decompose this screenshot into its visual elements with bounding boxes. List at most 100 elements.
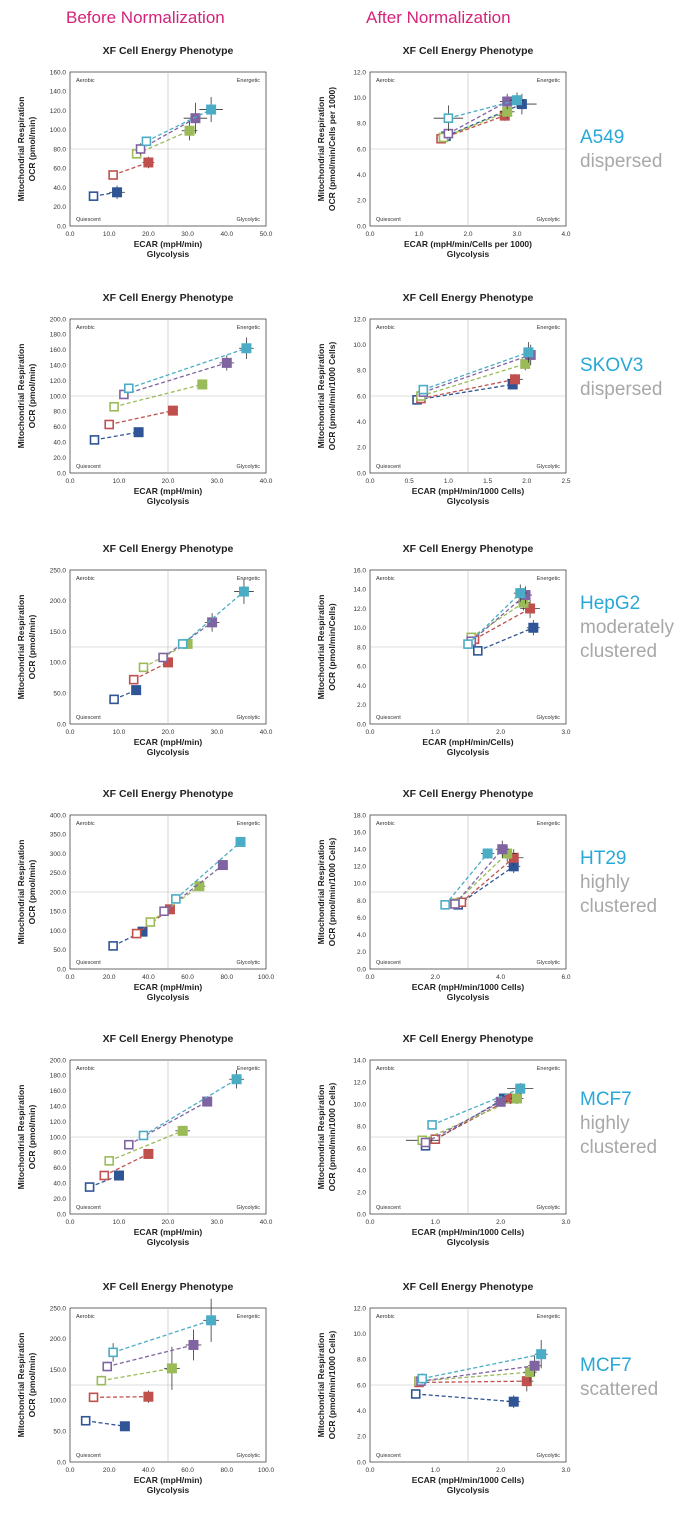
- y-tick-label: 40.0: [53, 1181, 66, 1188]
- y-tick-label: 2.0: [357, 445, 366, 452]
- baseline-point: [119, 389, 129, 400]
- stressed-point: [202, 1096, 213, 1107]
- quadrant-label-quiescent: Quiescent: [376, 464, 401, 470]
- y-axis-label: Mitochondrial Respiration: [16, 97, 26, 202]
- y-tick-label: 10.0: [353, 342, 366, 349]
- baseline-point: [440, 900, 450, 910]
- cell-line-name: SKOV3: [580, 355, 644, 376]
- data-series: [418, 344, 536, 397]
- y-tick-label: 100.0: [50, 1398, 67, 1405]
- y-tick-label: 10.0: [353, 881, 366, 888]
- y-axis-label: Mitochondrial Respiration: [16, 344, 26, 449]
- quadrant-label-glycolytic: Glycolytic: [236, 1453, 260, 1459]
- stressed-point: [190, 113, 201, 124]
- stressed-point: [177, 1125, 188, 1136]
- y-tick-label: 200.0: [50, 598, 67, 605]
- series-connector: [112, 161, 149, 176]
- x-tick-label: 100.0: [258, 1467, 275, 1474]
- data-series: [104, 405, 178, 430]
- quadrant-label-energetic: Energetic: [237, 1314, 260, 1320]
- chart-title: XF Cell Energy Phenotype: [103, 1033, 234, 1045]
- y-axis-label: Mitochondrial Respiration: [316, 1085, 326, 1190]
- chart-title: XF Cell Energy Phenotype: [403, 543, 534, 555]
- x-tick-label: 0.0: [365, 478, 374, 485]
- y-tick-label: 4.0: [357, 683, 366, 690]
- y-tick-label: 4.0: [357, 1408, 366, 1415]
- stressed-point: [482, 848, 493, 859]
- y-axis-sublabel: OCR (pmol/min/1000 Cells): [327, 1331, 337, 1440]
- baseline-point: [463, 639, 473, 649]
- data-series: [171, 836, 246, 904]
- y-tick-label: 10.0: [353, 1331, 366, 1338]
- quadrant-label-energetic: Energetic: [237, 325, 260, 331]
- y-tick-label: 14.0: [353, 1057, 366, 1064]
- series-connector: [146, 108, 212, 142]
- x-tick-label: 100.0: [258, 974, 275, 981]
- x-axis-sublabel: Glycolysis: [147, 1237, 190, 1247]
- data-series: [88, 185, 125, 201]
- stressed-point: [241, 343, 252, 354]
- data-series: [89, 427, 144, 445]
- x-tick-label: 0.0: [65, 231, 74, 238]
- baseline-point: [102, 1361, 113, 1372]
- data-series: [410, 1389, 521, 1409]
- series-connector: [420, 363, 526, 397]
- stressed-point: [221, 357, 232, 368]
- y-tick-label: 0.0: [57, 721, 66, 728]
- cell-line-name: HepG2: [580, 593, 641, 614]
- stressed-point: [495, 1096, 506, 1107]
- y-tick-label: 2.0: [357, 1189, 366, 1196]
- y-tick-label: 16.0: [353, 567, 366, 574]
- x-tick-label: 30.0: [211, 478, 224, 485]
- stressed-point: [133, 427, 144, 438]
- x-tick-label: 3.0: [561, 1467, 570, 1474]
- y-tick-label: 18.0: [353, 812, 366, 819]
- y-tick-label: 50.0: [53, 1429, 66, 1436]
- quadrant-label-quiescent: Quiescent: [76, 715, 101, 721]
- x-tick-label: 3.0: [512, 231, 521, 238]
- stressed-point: [112, 187, 123, 198]
- y-tick-label: 120.0: [50, 108, 67, 115]
- quadrant-label-quiescent: Quiescent: [76, 960, 101, 966]
- y-tick-label: 14.0: [353, 847, 366, 854]
- quadrant-label-quiescent: Quiescent: [376, 960, 401, 966]
- y-tick-label: 12.0: [353, 316, 366, 323]
- data-series: [80, 1415, 130, 1432]
- baseline-point: [84, 1182, 95, 1192]
- chart-title: XF Cell Energy Phenotype: [403, 1033, 534, 1045]
- y-tick-label: 140.0: [50, 363, 67, 370]
- quadrant-label-glycolytic: Glycolytic: [236, 1205, 260, 1211]
- series-connector: [175, 841, 241, 900]
- cell-line-description: dispersed: [580, 379, 663, 400]
- y-tick-label: 6.0: [357, 146, 366, 153]
- cell-line-label: MCF7 scattered: [580, 1354, 658, 1402]
- x-axis-sublabel: Glycolysis: [447, 249, 490, 259]
- cell-line-name: MCF7: [580, 1089, 632, 1110]
- y-tick-label: 8.0: [357, 898, 366, 905]
- x-axis-label: ECAR (mpH/min/Cells per 1000): [404, 239, 532, 249]
- baseline-point: [128, 674, 139, 685]
- x-tick-label: 40.0: [260, 478, 273, 485]
- x-axis-sublabel: Glycolysis: [447, 496, 490, 506]
- cell-line-label: MCF7 highly clustered: [580, 1088, 657, 1160]
- series-connector: [435, 1097, 511, 1140]
- baseline-point: [417, 1373, 428, 1384]
- data-series: [450, 840, 509, 909]
- baseline-point: [131, 928, 142, 939]
- y-tick-label: 250.0: [50, 567, 67, 574]
- stressed-point: [184, 125, 195, 136]
- y-tick-label: 40.0: [53, 440, 66, 447]
- x-tick-label: 20.0: [162, 1219, 175, 1226]
- quadrant-label-aerobic: Aerobic: [76, 78, 95, 84]
- x-tick-label: 2.0: [496, 729, 505, 736]
- y-tick-label: 200.0: [50, 889, 67, 896]
- x-axis-label: ECAR (mpH/min): [134, 239, 203, 249]
- series-connector: [101, 1367, 173, 1382]
- y-axis-label: Mitochondrial Respiration: [16, 595, 26, 700]
- stressed-point: [131, 685, 142, 696]
- y-tick-label: 0.0: [357, 966, 366, 973]
- baseline-point: [104, 419, 114, 430]
- series-connector: [470, 602, 524, 638]
- y-tick-label: 0.0: [57, 223, 66, 230]
- quadrant-label-energetic: Energetic: [237, 78, 260, 84]
